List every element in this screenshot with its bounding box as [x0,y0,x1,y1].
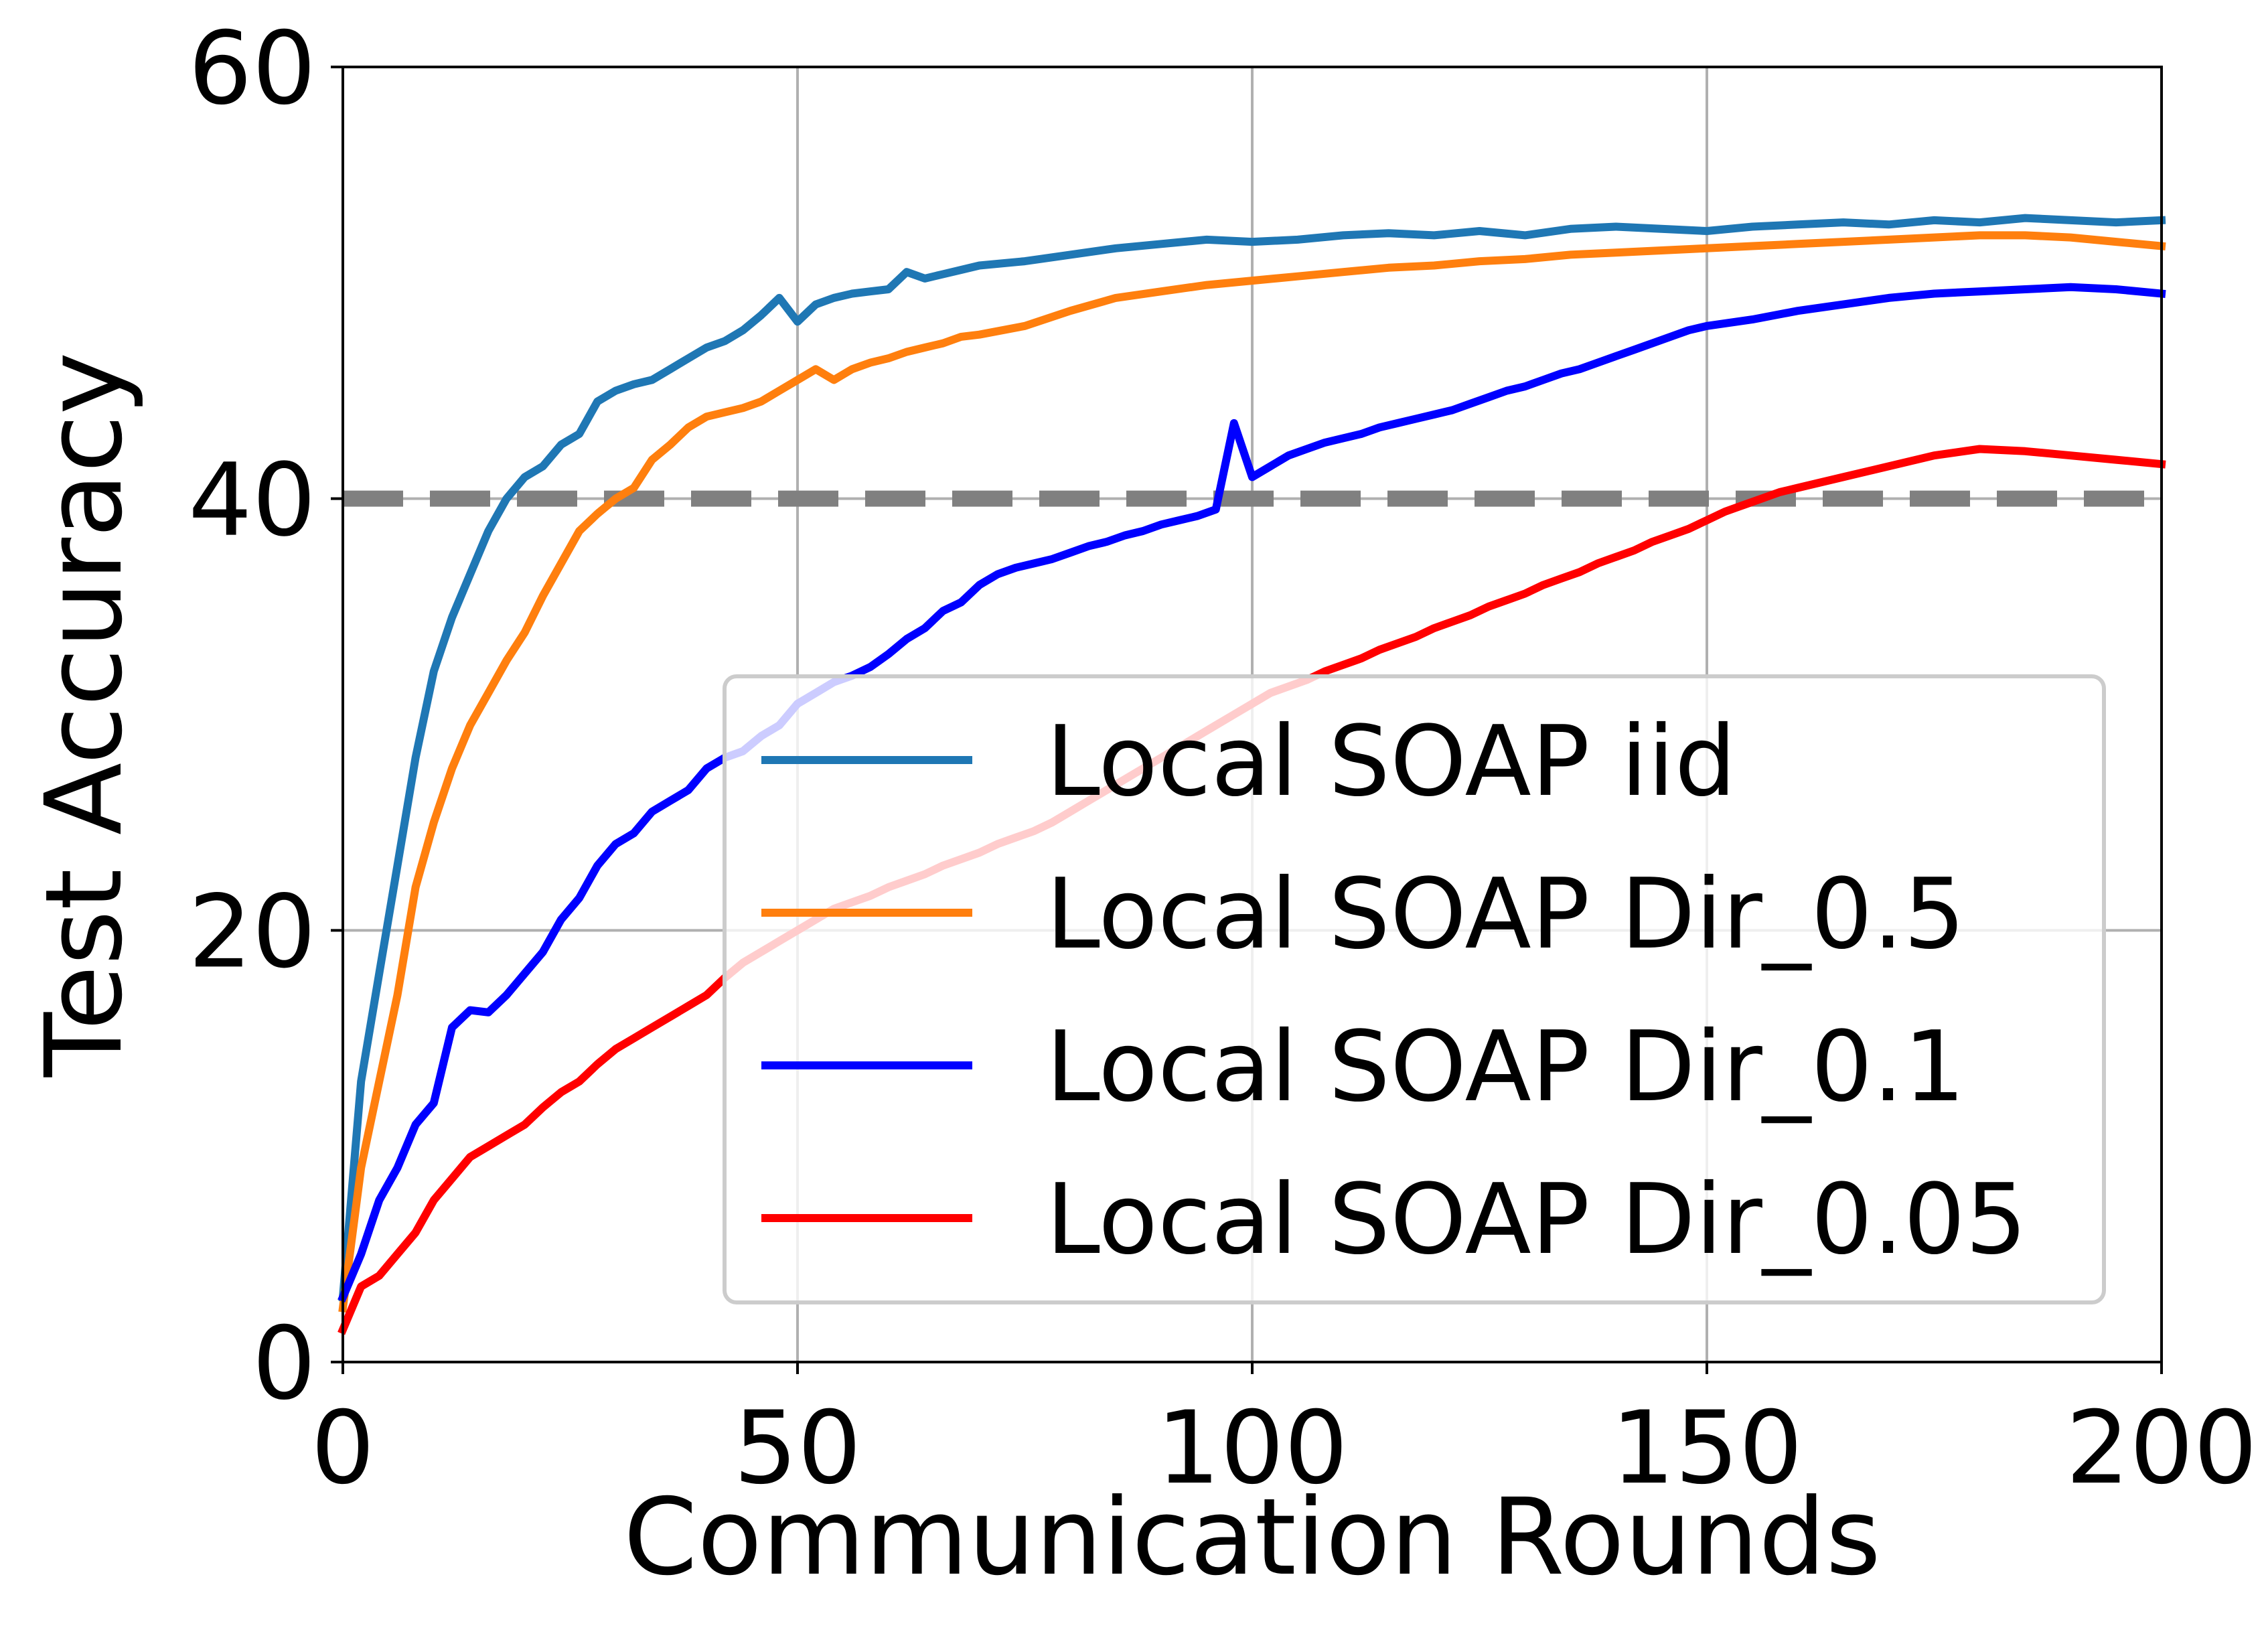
legend-box [723,674,2106,1304]
legend: Local SOAP iid Local SOAP Dir_0.5 Local SO… [723,674,2106,1304]
legend-label: Local SOAP Dir_0.05 [1046,1163,2027,1276]
legend-label: Local SOAP Dir_0.5 [1046,858,1965,971]
tick-group: 0 50 100 150 200 0 20 40 60 [188,11,2257,1507]
series-line-0 [338,214,2166,1302]
legend-label: Local SOAP Dir_0.1 [1046,1010,1965,1124]
y-axis-label: Test Accuracy [23,352,146,1078]
y-tick-label: 20 [188,874,316,990]
y-tick-label: 60 [188,11,316,127]
x-tick-label: 50 [734,1390,862,1507]
series-line-2 [337,283,2166,1303]
series-line-1 [338,231,2166,1313]
y-tick-label: 0 [252,1306,316,1422]
legend-label: Local SOAP iid [1046,705,1736,818]
x-tick-label: 0 [311,1390,374,1507]
x-tick-label: 150 [1611,1390,1803,1507]
x-tick-label: 200 [2066,1390,2257,1507]
x-axis-label: Communication Rounds [623,1476,1881,1599]
x-tick-label: 100 [1156,1390,1348,1507]
y-tick-label: 40 [188,443,316,559]
